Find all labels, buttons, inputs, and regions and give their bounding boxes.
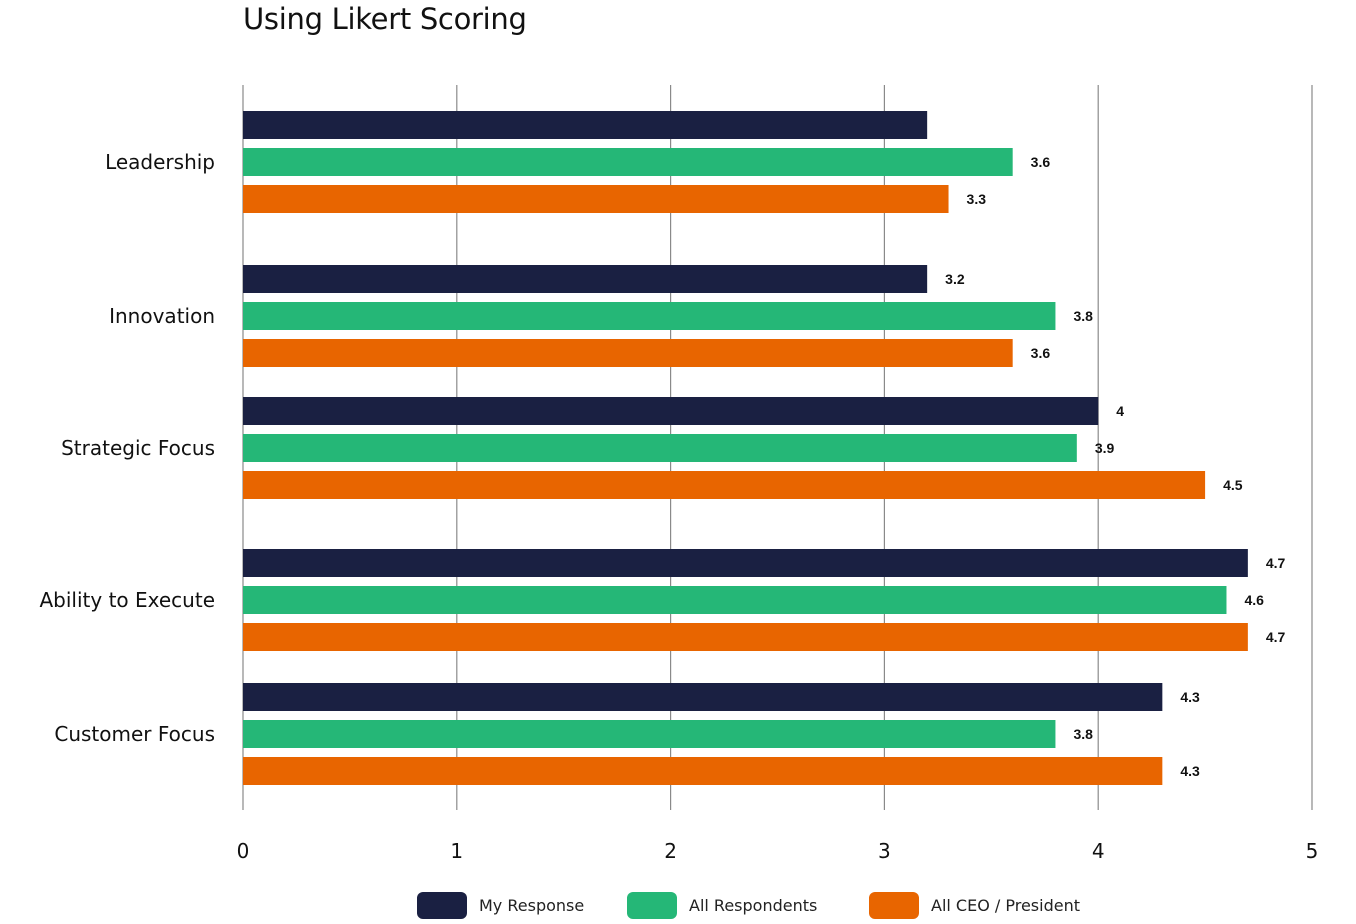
bar-value-label: 3.6 <box>1031 154 1051 170</box>
bar <box>243 302 1056 330</box>
bar <box>243 397 1099 425</box>
bar-value-label: 3.2 <box>945 271 965 287</box>
bar <box>243 549 1248 577</box>
bar <box>243 720 1056 748</box>
legend-label: All CEO / President <box>931 896 1080 915</box>
bar <box>243 683 1163 711</box>
bar-value-label: 4.6 <box>1244 592 1264 608</box>
bar <box>243 471 1206 499</box>
value-labels: 3.6 3.3 3.2 3.8 3.6 4 3.9 4.5 4.7 4.6 4.7 4.3 3.8 4.3 <box>945 154 1285 779</box>
x-tick-label: 2 <box>664 839 677 863</box>
bar-value-label: 4.3 <box>1180 763 1200 779</box>
legend-label: My Response <box>479 896 584 915</box>
bar-value-label: 3.9 <box>1095 440 1115 456</box>
bar-value-label: 4 <box>1116 403 1124 419</box>
category-labels: Leadership Innovation Strategic Focus Abili… <box>40 150 216 746</box>
bar-value-label: 4.5 <box>1223 477 1243 493</box>
x-tick-label: 1 <box>450 839 463 863</box>
bar-value-label: 3.3 <box>967 191 987 207</box>
x-tick-label: 5 <box>1306 839 1319 863</box>
category-label: Leadership <box>105 150 215 174</box>
bar <box>243 339 1013 367</box>
legend-swatch <box>417 892 467 919</box>
legend-label: All Respondents <box>689 896 817 915</box>
bar <box>243 757 1163 785</box>
x-tick-label: 3 <box>878 839 891 863</box>
bars <box>243 111 1248 785</box>
bar-value-label: 4.3 <box>1180 689 1200 705</box>
x-tick-label: 0 <box>237 839 250 863</box>
bar <box>243 434 1077 462</box>
bar <box>243 111 928 139</box>
category-label: Innovation <box>109 304 215 328</box>
bar <box>243 586 1227 614</box>
bar <box>243 623 1248 651</box>
bar <box>243 185 949 213</box>
bar <box>243 148 1013 176</box>
x-tick-label: 4 <box>1092 839 1105 863</box>
legend: My Response All Respondents All CEO / Pres… <box>417 892 1080 919</box>
bar-value-label: 3.8 <box>1073 726 1093 742</box>
chart-title: Using Likert Scoring <box>243 2 527 36</box>
category-label: Customer Focus <box>54 722 215 746</box>
bar <box>243 265 928 293</box>
legend-swatch <box>627 892 677 919</box>
category-label: Strategic Focus <box>61 436 215 460</box>
bar-value-label: 4.7 <box>1266 629 1286 645</box>
legend-swatch <box>869 892 919 919</box>
bar-value-label: 4.7 <box>1266 555 1286 571</box>
bar-value-label: 3.6 <box>1031 345 1051 361</box>
x-tick-labels: 0 1 2 3 4 5 <box>237 839 1319 863</box>
bar-value-label: 3.8 <box>1073 308 1093 324</box>
category-label: Ability to Execute <box>40 588 216 612</box>
